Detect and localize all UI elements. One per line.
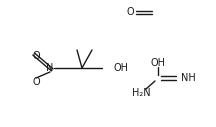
Text: H₂N: H₂N bbox=[132, 88, 150, 98]
Text: OH: OH bbox=[151, 58, 165, 68]
Text: N: N bbox=[46, 63, 54, 73]
Text: NH: NH bbox=[181, 73, 196, 83]
Text: O: O bbox=[126, 7, 134, 17]
Text: OH: OH bbox=[113, 63, 128, 73]
Text: O: O bbox=[32, 77, 40, 87]
Text: O: O bbox=[32, 51, 40, 61]
